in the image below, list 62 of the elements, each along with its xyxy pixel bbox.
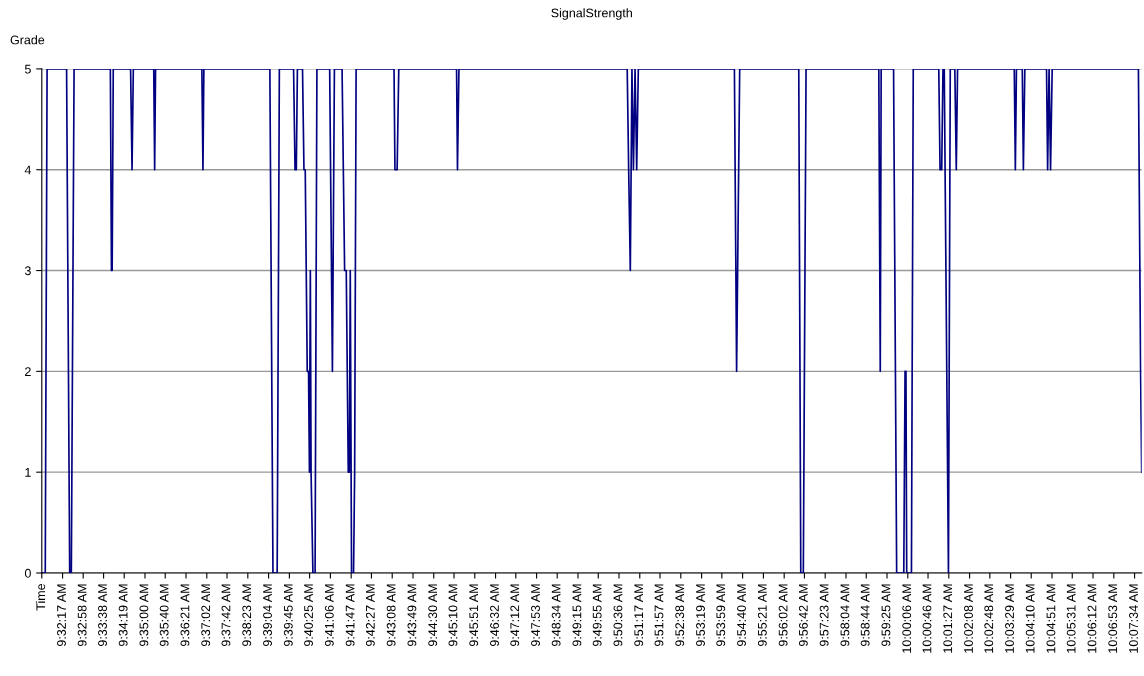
- x-tick-label: 10:04:10 AM: [1025, 584, 1035, 653]
- x-tick-label: 9:43:49 AM: [407, 584, 417, 647]
- x-tick-label: 9:41:06 AM: [324, 584, 334, 647]
- x-tick-label: 9:44:30 AM: [428, 584, 438, 647]
- x-tick-label: 9:49:15 AM: [572, 584, 582, 647]
- x-tick-label: 10:02:48 AM: [984, 584, 994, 653]
- x-tick-label: 10:02:08 AM: [964, 584, 973, 653]
- x-tick-label: 9:47:12 AM: [510, 584, 520, 647]
- y-tick-label: 1: [25, 468, 31, 477]
- y-tick-label: 0: [24, 568, 31, 578]
- x-tick-label: 10:07:34 AM: [1129, 584, 1138, 653]
- x-tick-label: 9:53:19 AM: [696, 584, 705, 647]
- x-tick-label: 10:00:06 AM: [902, 584, 912, 653]
- x-tick-label: 9:46:32 AM: [490, 584, 499, 647]
- x-tick-label: 9:58:04 AM: [840, 584, 850, 647]
- x-tick-label: 10:01:27 AM: [943, 584, 953, 653]
- x-tick-label: 9:47:53 AM: [531, 584, 540, 647]
- x-tick-label: 9:59:25 AM: [881, 584, 891, 647]
- x-tick-label: 9:37:42 AM: [221, 584, 231, 647]
- y-tick-label: 3: [24, 266, 31, 276]
- x-tick-label: 9:32:58 AM: [77, 584, 87, 647]
- x-tick-label: 9:39:45 AM: [283, 584, 293, 647]
- x-tick-label: 9:45:10 AM: [448, 584, 458, 647]
- x-tick-label: 9:41:47 AM: [345, 584, 355, 647]
- x-tick-label: 9:50:36 AM: [613, 584, 623, 647]
- x-tick-label: 9:35:40 AM: [159, 584, 169, 647]
- x-tick-label: 9:49:55 AM: [592, 584, 602, 647]
- x-tick-label: 9:33:38 AM: [98, 584, 107, 647]
- x-tick-label: 9:51:17 AM: [634, 584, 644, 647]
- x-tick-label: 9:53:59 AM: [716, 584, 726, 647]
- x-tick-label: 9:57:23 AM: [819, 584, 829, 647]
- y-axis-title: Grade: [10, 35, 45, 45]
- x-tick-label: 9:48:34 AM: [551, 584, 561, 647]
- chart-title: SignalStrength: [551, 8, 632, 20]
- x-tick-label: 10:06:53 AM: [1108, 584, 1118, 653]
- x-tick-label: 9:36:21 AM: [180, 584, 190, 647]
- x-tick-label: 9:34:19 AM: [118, 584, 128, 647]
- x-tick-label: 9:54:40 AM: [737, 584, 746, 647]
- x-tick-label: Time: [35, 583, 46, 611]
- y-tick-label: 2: [25, 367, 31, 376]
- x-tick-label: 9:55:21 AM: [757, 584, 767, 647]
- x-tick-label: 9:37:02 AM: [201, 584, 211, 647]
- x-tick-label: 9:56:42 AM: [798, 584, 808, 647]
- x-tick-label: 9:32:17 AM: [57, 584, 66, 647]
- x-tick-label: 10:00:46 AM: [922, 584, 932, 653]
- x-tick-label: 9:42:27 AM: [365, 584, 375, 647]
- x-tick-label: 9:51:57 AM: [654, 584, 664, 647]
- x-tick-label: 9:45:51 AM: [469, 584, 479, 647]
- x-tick-label: 9:58:44 AM: [860, 584, 870, 647]
- x-tick-label: 9:43:08 AM: [386, 584, 396, 647]
- x-tick-label: 9:39:04 AM: [263, 584, 272, 647]
- y-tick-label: 4: [24, 165, 32, 175]
- x-tick-label: 10:06:12 AM: [1087, 584, 1097, 653]
- x-tick-label: 9:40:25 AM: [304, 584, 313, 647]
- x-tick-label: 9:38:23 AM: [242, 584, 252, 647]
- x-tick-label: 10:05:31 AM: [1066, 584, 1076, 653]
- x-tick-label: 10:04:51 AM: [1046, 584, 1056, 653]
- y-tick-label: 5: [24, 64, 31, 74]
- x-tick-label: 10:03:29 AM: [1005, 584, 1014, 653]
- x-tick-label: 9:56:02 AM: [778, 584, 788, 647]
- x-tick-label: 9:52:38 AM: [675, 584, 685, 647]
- x-tick-label: 9:35:00 AM: [139, 584, 149, 647]
